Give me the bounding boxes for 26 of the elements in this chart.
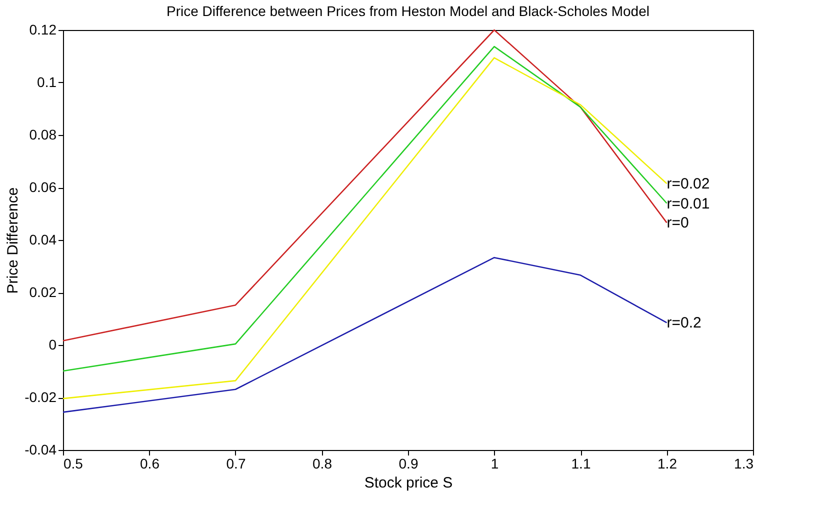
series-label: r=0.2 <box>666 314 702 332</box>
x-tick-label: 0.8 <box>312 456 332 472</box>
x-tick-label: 0.9 <box>398 456 418 472</box>
x-tick-label: 0.6 <box>140 456 160 472</box>
y-axis-title: Price Difference <box>4 187 22 294</box>
y-tick-label: 0.04 <box>29 232 57 248</box>
x-tick-label: 1 <box>490 456 499 472</box>
x-tick-label: 1.1 <box>571 456 591 472</box>
chart-title: Price Difference between Prices from Heston Model and Black-Scholes Model <box>166 3 650 19</box>
y-tick-label: 0.06 <box>29 179 57 195</box>
y-tick-label: -0.04 <box>24 442 57 458</box>
y-tick-label: -0.02 <box>24 389 57 405</box>
series-label: r=0.02 <box>666 176 710 193</box>
x-tick-label: 1.3 <box>734 456 754 472</box>
y-tick-label: 0 <box>48 336 57 352</box>
y-tick-label: 0.08 <box>29 126 57 142</box>
series-label: r=0.01 <box>666 195 710 212</box>
y-tick-label: 0.02 <box>29 284 57 300</box>
y-tick-label: 0.1 <box>37 74 57 90</box>
x-tick-label: 0.5 <box>64 456 84 472</box>
line-series <box>62 256 668 413</box>
y-tick-label: 0.12 <box>29 22 57 38</box>
series-label: r=0 <box>666 214 689 232</box>
x-axis-title: Stock price S <box>364 474 453 492</box>
x-tick-label: 1.2 <box>658 456 678 472</box>
x-tick-label: 0.7 <box>226 456 246 472</box>
